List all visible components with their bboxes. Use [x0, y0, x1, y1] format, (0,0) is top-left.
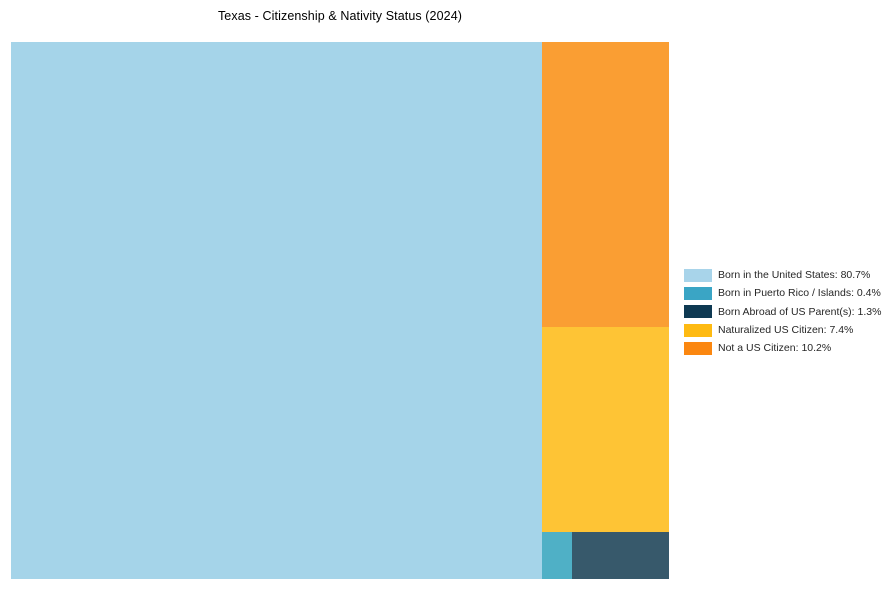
legend-label: Born in the United States: 80.7%	[718, 269, 871, 282]
legend-label: Born in Puerto Rico / Islands: 0.4%	[718, 287, 881, 300]
legend-item-not-a-us-citizen[interactable]: Not a US Citizen: 10.2%	[684, 339, 881, 357]
treemap-tile-naturalized-us-citizen[interactable]	[542, 327, 669, 532]
legend-swatch-born-in-the-united-states	[684, 268, 712, 282]
legend-item-born-in-puerto-rico-islands[interactable]: Born in Puerto Rico / Islands: 0.4%	[684, 284, 881, 302]
treemap-tile-born-in-puerto-rico-islands[interactable]	[542, 532, 572, 579]
legend-label: Naturalized US Citizen: 7.4%	[718, 324, 854, 337]
legend-label: Not a US Citizen: 10.2%	[718, 342, 832, 355]
legend-label: Born Abroad of US Parent(s): 1.3%	[718, 305, 882, 318]
legend-item-born-abroad-of-us-parent-s[interactable]: Born Abroad of US Parent(s): 1.3%	[684, 303, 881, 321]
legend-item-naturalized-us-citizen[interactable]: Naturalized US Citizen: 7.4%	[684, 321, 881, 339]
legend-swatch-naturalized-us-citizen	[684, 323, 712, 337]
legend-swatch-born-in-puerto-rico-islands	[684, 286, 712, 300]
treemap-tile-born-in-the-united-states[interactable]	[11, 42, 542, 579]
chart-title: Texas - Citizenship & Nativity Status (2…	[217, 9, 463, 23]
legend-swatch-not-a-us-citizen	[684, 341, 712, 355]
legend: Born in the United States: 80.7% Born in …	[684, 266, 881, 357]
treemap-tile-not-a-us-citizen[interactable]	[542, 42, 669, 327]
legend-swatch-born-abroad-of-us-parent-s	[684, 305, 712, 319]
treemap-tile-born-abroad-of-us-parent-s[interactable]	[572, 532, 669, 579]
legend-item-born-in-the-united-states[interactable]: Born in the United States: 80.7%	[684, 266, 881, 284]
treemap	[11, 42, 669, 579]
